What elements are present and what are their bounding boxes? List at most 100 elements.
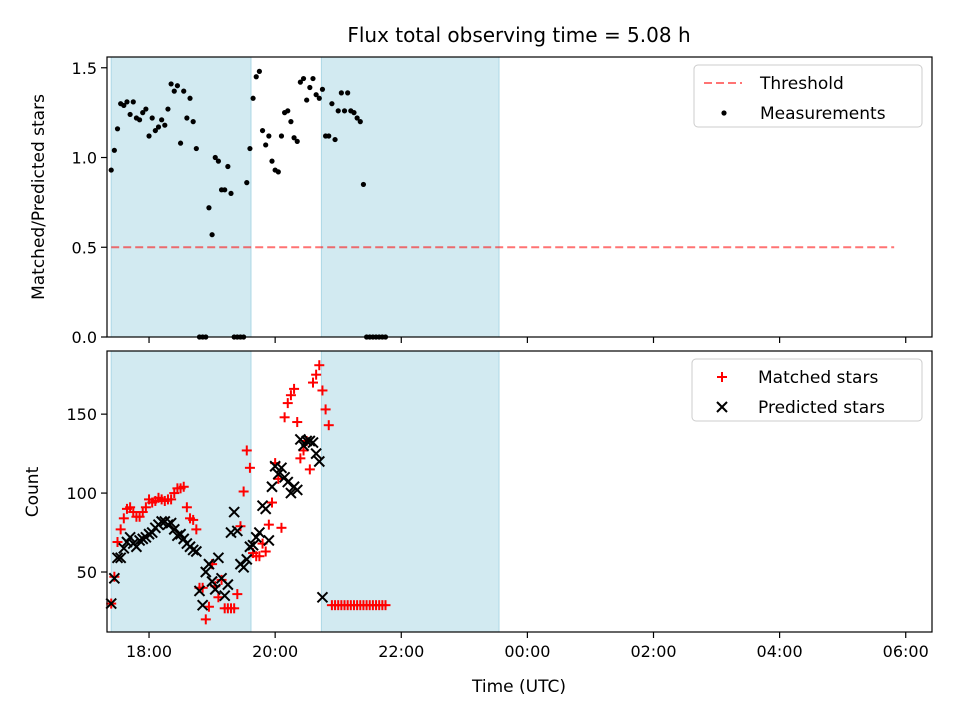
x-point-60-b: [294, 433, 307, 446]
x-point-53-b: [272, 468, 285, 480]
dots-point-12: [146, 133, 152, 139]
x-point-62-b: [300, 435, 313, 447]
x-point-50-b: [263, 534, 275, 547]
x-point-45-b: [247, 539, 259, 551]
dots-point-0: [108, 167, 114, 173]
plus-point-67: [317, 385, 328, 396]
x-point-51: [266, 481, 278, 493]
x-point-52-b: [269, 460, 281, 472]
dots-point-72: [335, 108, 341, 114]
x-tick-label-4: 02:00: [630, 642, 676, 661]
x-point-31-b: [203, 558, 215, 570]
x-point-56: [282, 476, 294, 488]
dots-point-2: [114, 126, 121, 132]
dots-point-19: [168, 81, 174, 87]
x-point-66: [313, 455, 326, 468]
x-point-64: [307, 436, 319, 449]
x-point-40: [231, 525, 244, 537]
dots-point-33: [212, 154, 218, 161]
plus-point-87: [380, 600, 391, 611]
y-tick-label-0-2: 1.0: [72, 149, 97, 168]
dots-point-66: [316, 95, 322, 101]
dots-point-32: [209, 232, 215, 238]
dots-point-21: [174, 83, 181, 89]
dots-point-73: [338, 90, 344, 96]
dots-point-79: [357, 119, 363, 125]
dots-point-69: [326, 133, 332, 139]
plus-point-49: [260, 546, 271, 557]
dots-point-5: [124, 99, 130, 105]
x-point-44: [244, 541, 256, 553]
x-point-16: [155, 515, 168, 528]
dots-point-51: [269, 158, 275, 164]
x-point-57: [285, 487, 297, 499]
dots-point-9: [136, 117, 143, 123]
legend-label-1-0: Matched stars: [758, 368, 878, 388]
x-point-18-b: [162, 518, 174, 531]
dots-point-1: [111, 147, 117, 153]
x-point-21: [171, 529, 184, 542]
dots-point-57: [288, 119, 294, 125]
x-point-33: [209, 583, 221, 596]
dots-point-22: [177, 140, 184, 146]
legend-label-1-1: Predicted stars: [758, 398, 885, 418]
dots-point-50: [266, 133, 272, 139]
x-point-63: [304, 435, 316, 447]
bottom-panel: 50 100 150 18:00 20:00 22:00 00:00 02:00 04:00 06…: [66, 350, 933, 661]
dots-point-80: [360, 181, 367, 188]
plus-point-40: [232, 589, 243, 600]
dots-point-18: [165, 106, 171, 112]
dots-point-49: [263, 142, 269, 148]
series-x: [105, 433, 329, 611]
plus-point-27: [191, 524, 202, 535]
x-point-50: [263, 534, 275, 547]
x-point-32-b: [206, 575, 218, 588]
plus-point-57: [285, 390, 296, 401]
plus-point-44: [244, 462, 255, 473]
x-point-54-b: [275, 462, 288, 474]
x-point-64-b: [307, 436, 319, 449]
dots-point-36: [222, 187, 228, 193]
dots-point-74: [341, 108, 348, 114]
dots-point-65: [313, 92, 319, 98]
plus-point-43: [241, 445, 252, 456]
x-point-47: [253, 526, 266, 539]
x-point-43: [241, 553, 253, 566]
x-point-37: [222, 578, 234, 591]
dots-point-31: [206, 205, 212, 211]
x-point-9: [133, 534, 146, 547]
x-point-54: [275, 462, 288, 474]
x-point-4: [118, 542, 130, 555]
dots-point-53: [275, 169, 281, 175]
dots-point-20: [171, 88, 177, 94]
plus-point-64: [307, 377, 318, 388]
x-point-10-b: [137, 533, 149, 545]
x-point-55-b: [278, 471, 291, 483]
x-point-16-b: [155, 515, 168, 528]
plus-point-3: [115, 524, 126, 535]
dots-point-43: [244, 180, 250, 186]
x-point-35-b: [215, 572, 228, 585]
x-point-19: [165, 517, 177, 529]
x-tick-label-5: 04:00: [757, 642, 803, 661]
legend-box-0: [693, 64, 923, 128]
x-point-44-b: [244, 541, 256, 553]
x-point-59: [291, 484, 303, 496]
dots-point-46: [253, 74, 259, 80]
x-point-19-b: [165, 517, 177, 529]
x-point-66-b: [313, 455, 326, 468]
dots-point-27: [193, 145, 199, 152]
x-point-36-b: [218, 589, 231, 602]
x-tick-label-3: 00:00: [504, 642, 550, 661]
x-point-32: [206, 575, 218, 588]
plus-point-59: [292, 417, 303, 428]
legend-swatch-x: [716, 401, 728, 413]
x-point-36: [218, 589, 231, 602]
x-point-8-b: [130, 541, 143, 553]
x-point-65-b: [310, 447, 322, 460]
x-point-53: [272, 468, 285, 480]
x-point-26: [187, 544, 199, 556]
x-point-43-b: [241, 553, 253, 566]
x-point-10: [137, 533, 149, 545]
